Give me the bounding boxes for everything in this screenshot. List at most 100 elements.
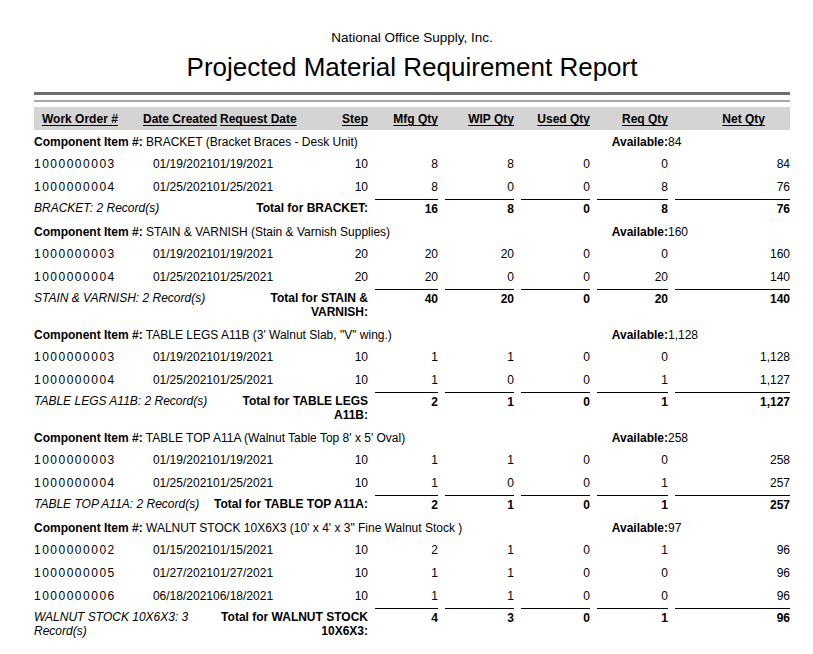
component-item-cell: Component Item #: BRACKET (Bracket Brace… <box>34 130 590 152</box>
table-row: 100000000201/15/202101/15/202110210196 <box>34 538 790 561</box>
component-item-text: STAIN & VARNISH (Stain & Varnish Supplie… <box>143 225 390 239</box>
divider-thick <box>34 92 790 95</box>
component-item-text: TABLE TOP A11A (Walnut Table Top 8' x 5'… <box>143 431 406 445</box>
total-value: 40 <box>375 289 438 306</box>
col-header-work-order: Work Order # <box>34 107 143 130</box>
cell-step: 10 <box>333 152 368 175</box>
table-row: 100000000401/25/202101/25/20212020002014… <box>34 265 790 288</box>
report-page: National Office Supply, Inc. Projected M… <box>0 0 813 654</box>
component-row: Component Item #: BRACKET (Bracket Brace… <box>34 130 790 152</box>
page-title: Projected Material Requirement Report <box>34 51 790 83</box>
total-value: 0 <box>521 392 590 409</box>
section-total-label: Total for TABLE TOP A11A: <box>213 494 368 516</box>
cell-mfg-qty: 1 <box>368 448 438 471</box>
component-item-cell: Component Item #: TABLE LEGS A11B (3' Wa… <box>34 323 590 345</box>
total-value: 8 <box>445 199 514 216</box>
cell-step: 10 <box>333 448 368 471</box>
cell-wip-qty: 8 <box>438 152 514 175</box>
cell-work-order: 1000000003 <box>34 448 143 471</box>
col-header-req-qty: Req Qty <box>590 107 668 130</box>
total-net-qty: 76 <box>668 198 790 220</box>
total-value: 0 <box>521 199 590 216</box>
total-value: 96 <box>675 608 790 625</box>
cell-req-qty: 0 <box>590 345 668 368</box>
cell-wip-qty: 1 <box>438 538 514 561</box>
total-value: 257 <box>675 495 790 512</box>
cell-request-date: 01/27/2021 <box>213 561 333 584</box>
cell-request-date: 06/18/2021 <box>213 584 333 607</box>
cell-date-created: 01/15/2021 <box>143 538 213 561</box>
cell-used-qty: 0 <box>514 175 590 198</box>
cell-mfg-qty: 1 <box>368 471 438 494</box>
total-row: BRACKET: 2 Record(s)Total for BRACKET:16… <box>34 198 790 220</box>
cell-date-created: 06/18/2021 <box>143 584 213 607</box>
cell-net-qty: 84 <box>668 152 790 175</box>
cell-mfg-qty: 8 <box>368 152 438 175</box>
cell-request-date: 01/25/2021 <box>213 175 333 198</box>
cell-step: 10 <box>333 368 368 391</box>
cell-net-qty: 258 <box>668 448 790 471</box>
total-value: 4 <box>375 608 438 625</box>
total-used-qty: 0 <box>514 494 590 516</box>
cell-req-qty: 0 <box>590 152 668 175</box>
col-header-net-qty: Net Qty <box>668 107 790 130</box>
total-wip-qty: 20 <box>438 288 514 323</box>
cell-wip-qty: 0 <box>438 265 514 288</box>
cell-net-qty: 96 <box>668 584 790 607</box>
total-value: 1 <box>597 608 668 625</box>
total-net-qty: 1,127 <box>668 391 790 426</box>
cell-wip-qty: 1 <box>438 448 514 471</box>
cell-used-qty: 0 <box>514 538 590 561</box>
section-total-label: Total for WALNUT STOCK 10X6X3: <box>213 607 368 642</box>
component-row: Component Item #: STAIN & VARNISH (Stain… <box>34 220 790 242</box>
cell-used-qty: 0 <box>514 448 590 471</box>
cell-request-date: 01/25/2021 <box>213 368 333 391</box>
section-record-count: TABLE TOP A11A: 2 Record(s) <box>34 494 213 516</box>
total-value: 1 <box>597 495 668 512</box>
total-value: 1 <box>445 392 514 409</box>
component-item-label: Component Item #: <box>34 328 143 342</box>
available-value: 160 <box>668 220 790 242</box>
cell-used-qty: 0 <box>514 242 590 265</box>
total-req-qty: 1 <box>590 391 668 426</box>
cell-date-created: 01/25/2021 <box>143 175 213 198</box>
section-total-label: Total for TABLE LEGS A11B: <box>213 391 368 426</box>
cell-work-order: 1000000004 <box>34 471 143 494</box>
total-req-qty: 8 <box>590 198 668 220</box>
total-value: 140 <box>675 289 790 306</box>
report-table: Work Order # Date Created Request Date S… <box>34 107 790 642</box>
cell-used-qty: 0 <box>514 265 590 288</box>
component-item-label: Component Item #: <box>34 135 143 149</box>
component-item-text: BRACKET (Bracket Braces - Desk Unit) <box>143 135 358 149</box>
table-row: 100000000301/19/202101/19/20212020200016… <box>34 242 790 265</box>
cell-net-qty: 96 <box>668 561 790 584</box>
cell-used-qty: 0 <box>514 584 590 607</box>
cell-used-qty: 0 <box>514 345 590 368</box>
table-row: 100000000301/19/202101/19/20211011001,12… <box>34 345 790 368</box>
cell-work-order: 1000000006 <box>34 584 143 607</box>
total-req-qty: 1 <box>590 607 668 642</box>
cell-net-qty: 96 <box>668 538 790 561</box>
component-item-text: TABLE LEGS A11B (3' Walnut Slab, "V" win… <box>143 328 392 342</box>
total-value: 76 <box>675 199 790 216</box>
component-item-label: Component Item #: <box>34 225 143 239</box>
component-item-label: Component Item #: <box>34 431 143 445</box>
cell-used-qty: 0 <box>514 471 590 494</box>
total-net-qty: 140 <box>668 288 790 323</box>
cell-step: 10 <box>333 538 368 561</box>
total-value: 1 <box>597 392 668 409</box>
cell-req-qty: 0 <box>590 584 668 607</box>
available-value: 258 <box>668 426 790 448</box>
cell-used-qty: 0 <box>514 368 590 391</box>
component-item-label: Component Item #: <box>34 521 143 535</box>
component-item-cell: Component Item #: STAIN & VARNISH (Stain… <box>34 220 590 242</box>
total-used-qty: 0 <box>514 198 590 220</box>
section-record-count: WALNUT STOCK 10X6X3: 3 Record(s) <box>34 607 213 642</box>
total-net-qty: 96 <box>668 607 790 642</box>
total-mfg-qty: 16 <box>368 198 438 220</box>
cell-wip-qty: 0 <box>438 471 514 494</box>
cell-request-date: 01/25/2021 <box>213 265 333 288</box>
cell-request-date: 01/19/2021 <box>213 448 333 471</box>
cell-req-qty: 1 <box>590 368 668 391</box>
cell-req-qty: 0 <box>590 561 668 584</box>
